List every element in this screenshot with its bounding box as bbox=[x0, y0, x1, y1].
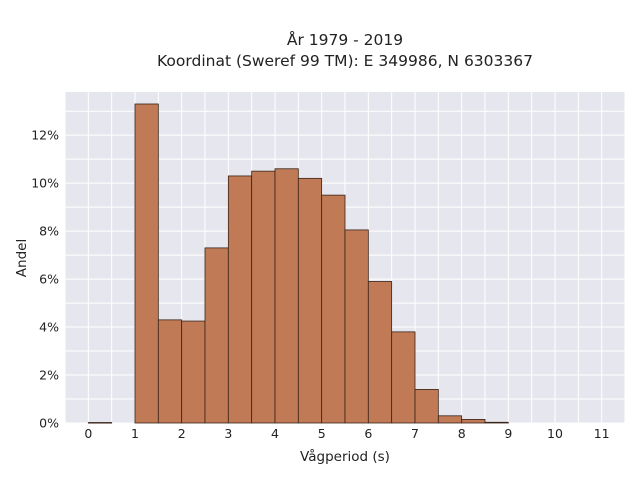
histogram-bar bbox=[484, 421, 509, 424]
histogram-bar bbox=[87, 422, 113, 424]
x-axis-label: Vågperiod (s) bbox=[300, 448, 390, 465]
histogram-bar bbox=[367, 281, 393, 424]
y-tick-label: 2% bbox=[39, 368, 59, 383]
y-tick-label: 4% bbox=[39, 320, 59, 335]
histogram-bar bbox=[251, 170, 276, 424]
x-tick-label: 9 bbox=[504, 426, 512, 441]
y-tick-label: 6% bbox=[39, 272, 59, 287]
y-tick-label: 0% bbox=[39, 416, 59, 431]
y-axis-label: Andel bbox=[14, 239, 30, 277]
x-tick-label: 11 bbox=[594, 426, 610, 441]
chart-title-line-1: År 1979 - 2019 bbox=[287, 30, 403, 49]
chart-title-line-2: Koordinat (Sweref 99 TM): E 349986, N 63… bbox=[157, 52, 533, 70]
y-tick-label: 8% bbox=[39, 224, 59, 239]
histogram-bar bbox=[414, 389, 439, 424]
histogram-bar bbox=[344, 229, 369, 424]
x-tick-label: 6 bbox=[364, 426, 372, 441]
histogram-bar bbox=[391, 331, 416, 424]
x-tick-label: 3 bbox=[224, 426, 232, 441]
histogram-bar bbox=[181, 320, 206, 424]
histogram-bar bbox=[437, 415, 463, 424]
histogram-bar bbox=[227, 175, 253, 424]
tick-labels: 0 1 2 3 4 5 6 7 8 9 10 11 0% 2% 4% 6% 8% 10% 12% bbox=[31, 128, 609, 441]
y-tick-label: 12% bbox=[31, 128, 59, 143]
x-tick-label: 1 bbox=[131, 426, 139, 441]
x-tick-label: 2 bbox=[178, 426, 186, 441]
y-tick-label: 10% bbox=[31, 176, 59, 191]
histogram-bar bbox=[321, 194, 346, 424]
x-tick-label: 10 bbox=[547, 426, 563, 441]
x-tick-label: 4 bbox=[271, 426, 279, 441]
histogram-bar bbox=[297, 177, 323, 424]
histogram-bar bbox=[461, 419, 486, 424]
x-tick-label: 8 bbox=[458, 426, 466, 441]
histogram-bar bbox=[134, 103, 159, 424]
x-tick-label: 0 bbox=[84, 426, 92, 441]
histogram-bar bbox=[204, 247, 229, 424]
histogram-bar bbox=[157, 319, 183, 424]
bars bbox=[87, 103, 509, 424]
histogram-bar bbox=[274, 168, 299, 424]
x-tick-label: 5 bbox=[318, 426, 326, 441]
x-tick-label: 7 bbox=[411, 426, 419, 441]
